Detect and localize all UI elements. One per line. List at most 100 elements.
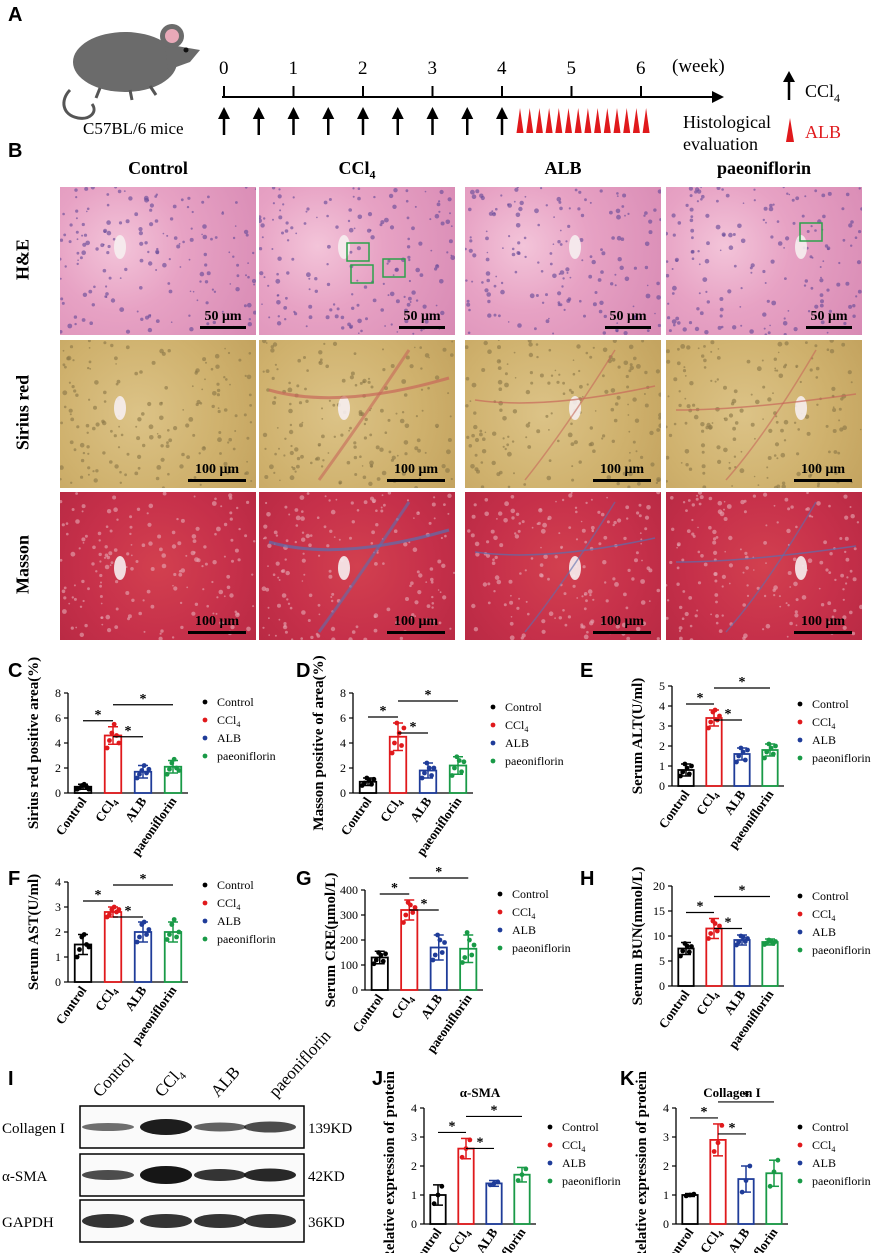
legend-marker [547,1160,553,1166]
blot-protein-label: Collagen I [2,1121,65,1137]
legend-marker [797,755,803,761]
y-tick-label: 0 [340,786,346,800]
data-point [380,958,386,964]
panel-label-j: J [372,1068,384,1090]
y-tick-label: 4 [663,1101,669,1115]
legend-label: Control [217,695,254,709]
timeline-unit: (week) [672,56,725,77]
legend-marker [490,740,496,746]
ccl4-injection-arrow [357,107,369,135]
legend-marker [547,1124,553,1130]
legend-marker [202,753,208,759]
histology-column-title: Control [128,158,188,178]
panel-label-h: H [580,868,595,890]
blot-band [140,1119,192,1135]
scale-bar: 100 μm [794,614,852,634]
legend-label: paeoniflorin [562,1174,621,1188]
data-point [107,912,112,917]
data-point [764,749,770,755]
blot-kd-label: 42KD [308,1169,345,1185]
data-point [742,757,748,763]
legend-marker [202,699,208,705]
scale-bar: 50 μm [200,309,246,329]
data-point [460,960,465,965]
ccl4-injection-arrow [322,107,335,135]
data-point [116,740,122,746]
data-point [706,725,711,731]
significance-star: * [410,720,417,735]
data-point [467,937,472,943]
legend-label: ALB [505,736,529,750]
timeline-tick-label: 2 [358,58,368,79]
data-point [738,745,744,751]
data-point [137,934,142,940]
data-point [144,932,149,937]
data-point [495,1179,501,1185]
legend-label: paeoniflorin [812,751,871,765]
legend-alb-label: ALB [805,122,841,142]
x-tick-label: ALB [721,987,749,1018]
significance-star: * [697,900,704,915]
legend-label: Control [812,697,849,711]
significance-star: * [125,724,132,739]
significance-star: * [95,708,102,723]
y-tick-label: 1 [55,950,61,964]
data-point [515,1178,521,1183]
data-point [399,743,404,748]
y-tick-label: 3 [663,1130,669,1144]
scale-bar: 100 μm [794,462,852,482]
y-tick-label: 300 [340,908,358,922]
blot-band [194,1122,246,1132]
data-point [431,765,437,771]
y-tick-label: 3 [55,900,61,914]
legend-label: CCl4 [217,713,240,729]
data-point [141,919,147,925]
data-point [144,770,149,776]
histology-column-title: CCl4 [338,158,376,182]
data-point [435,1192,441,1198]
data-point [519,1172,525,1178]
panel-label-i: I [8,1068,14,1090]
data-point [373,957,379,963]
alb-dose-wedge [555,108,563,133]
data-point [392,740,397,746]
data-point [456,758,462,763]
data-point [104,745,110,751]
data-point [767,1183,773,1189]
timeline-tick-label: 0 [219,58,229,79]
data-point [366,778,372,783]
data-point [775,1157,781,1163]
x-tick-label: ALB [721,787,749,818]
data-point [81,932,87,937]
x-tick-label: ALB [407,794,435,825]
legend-label: ALB [812,1156,836,1170]
legend-label: paeoniflorin [217,749,276,763]
data-point [422,770,427,776]
x-tick-label: ALB [725,1225,753,1253]
legend-marker [490,758,496,764]
alb-dose-wedge [565,108,572,133]
endpoint-line1: Histological [683,112,771,132]
x-tick-label: CCl4 [377,794,407,826]
legend-label: paeoniflorin [812,943,871,957]
scale-bar: 100 μm [593,462,651,482]
y-tick-label: 4 [411,1101,417,1115]
legend-marker [497,909,503,915]
blot-lane-label: paeoniflorin [265,1026,335,1101]
y-tick-label: 2 [340,761,346,775]
blot-protein-label: GAPDH [2,1215,54,1231]
legend-label: Control [562,1120,599,1134]
data-point [77,947,82,952]
legend-marker [797,1178,803,1184]
data-point [684,765,690,771]
y-tick-label: 6 [55,711,61,725]
alb-dose-wedge [623,108,631,133]
data-point [773,939,778,944]
significance-star: * [140,872,147,887]
y-tick-label: 2 [659,739,665,753]
data-point [462,955,468,960]
alb-dose-wedge [632,108,640,133]
blot-band [194,1214,246,1228]
data-point [111,904,117,910]
